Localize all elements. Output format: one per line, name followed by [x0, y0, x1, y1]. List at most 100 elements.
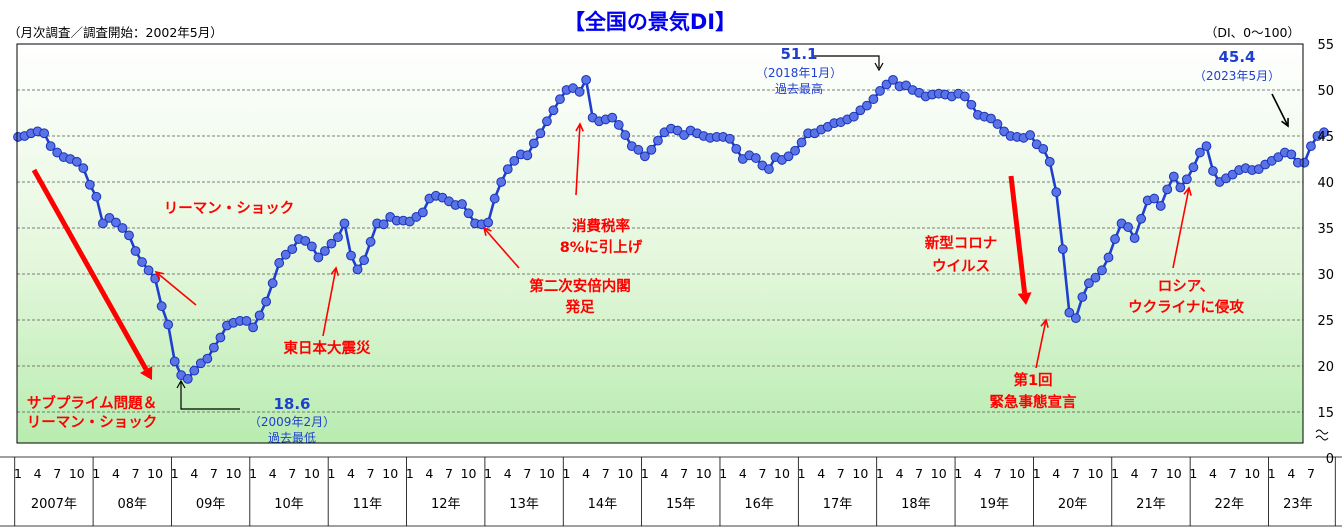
data-point [404, 216, 415, 227]
annotation-corona: ウイルス [932, 258, 990, 275]
data-point [1195, 147, 1205, 158]
data-point [91, 191, 102, 202]
data-point [209, 342, 219, 353]
data-point [796, 137, 807, 148]
month-tick-label: 4 [1287, 466, 1295, 481]
data-point [411, 212, 422, 222]
data-point [855, 105, 866, 116]
data-point [679, 130, 689, 140]
data-point [137, 257, 147, 267]
data-point [1299, 157, 1310, 168]
month-tick-label: 7 [1072, 466, 1080, 481]
data-point [417, 207, 428, 218]
data-point [359, 255, 369, 266]
data-point [1136, 213, 1147, 224]
annotation-high-date: （2018年1月） [756, 66, 842, 80]
annotation-emergency: 緊急事態宣言 [990, 393, 1077, 411]
month-tick-label: 4 [269, 466, 277, 481]
year-label: 09年 [196, 497, 226, 512]
year-label: 23年 [1283, 497, 1313, 512]
data-point [287, 244, 298, 255]
data-point [862, 100, 872, 111]
data-point [163, 319, 174, 330]
month-tick-label: 10 [1087, 466, 1103, 481]
data-point [901, 80, 911, 91]
unit-label: （DI、0～100） [1205, 25, 1300, 40]
data-point [999, 126, 1009, 137]
data-point [581, 74, 592, 85]
month-tick-label: 7 [915, 466, 923, 481]
month-tick-label: 1 [719, 466, 727, 481]
annotation-subprime: サブプライム問題＆ [27, 394, 157, 412]
year-label: 19年 [979, 497, 1009, 512]
data-point [509, 155, 520, 166]
month-tick-label: 1 [1111, 466, 1119, 481]
data-point [607, 112, 618, 123]
data-point [959, 91, 970, 102]
data-point [365, 236, 376, 247]
y-tick-label: 55 [1317, 38, 1334, 53]
data-point [320, 246, 330, 256]
month-tick-label: 4 [504, 466, 512, 481]
covid-drop-arrow-icon [1008, 175, 1032, 305]
year-label: 10年 [274, 497, 304, 512]
russia-pointer-icon [1172, 186, 1192, 269]
data-point [528, 138, 539, 149]
year-label: 11年 [353, 497, 383, 512]
data-point [1103, 252, 1114, 263]
data-point [267, 278, 278, 289]
data-point [143, 265, 154, 276]
data-point [724, 133, 735, 144]
data-point [1181, 174, 1192, 185]
y-tick-label: 40 [1317, 176, 1334, 191]
month-tick-label: 4 [112, 466, 120, 481]
y-tick-label: 30 [1317, 268, 1334, 283]
data-point [502, 164, 513, 175]
data-point [535, 128, 546, 139]
data-point [280, 249, 291, 260]
month-tick-label: 10 [539, 466, 555, 481]
annotation-abe: 発足 [565, 298, 595, 316]
month-tick-label: 1 [249, 466, 257, 481]
year-label: 22年 [1215, 497, 1245, 512]
data-point [169, 356, 180, 367]
data-point [646, 144, 657, 155]
data-point [639, 151, 650, 162]
data-point [39, 128, 50, 139]
month-tick-label: 1 [954, 466, 962, 481]
data-point [117, 223, 128, 233]
data-point [888, 74, 898, 85]
month-tick-label: 10 [382, 466, 398, 481]
data-point [555, 94, 565, 105]
data-point [633, 144, 644, 155]
month-tick-label: 7 [837, 466, 845, 481]
data-point [333, 232, 343, 243]
data-point [1149, 193, 1160, 204]
data-point [1097, 265, 1107, 276]
data-point [790, 145, 800, 156]
data-point [130, 246, 141, 256]
data-point [1286, 149, 1297, 160]
data-point [241, 316, 252, 326]
annotation-low-note: 過去最低 [268, 431, 316, 445]
month-tick-label: 7 [758, 466, 766, 481]
data-point [1162, 184, 1173, 195]
data-point [1084, 278, 1094, 289]
data-point [1201, 141, 1212, 152]
data-point [868, 94, 879, 105]
y-tick-label: 25 [1317, 314, 1334, 329]
data-point [156, 301, 167, 312]
month-tick-label: 4 [1052, 466, 1060, 481]
annotation-lehman: リーマン・ショック [164, 200, 295, 217]
month-tick-label: 7 [288, 466, 296, 481]
data-point [1227, 169, 1238, 180]
month-tick-label: 10 [147, 466, 163, 481]
month-tick-label: 10 [304, 466, 320, 481]
year-label: 21年 [1136, 497, 1166, 512]
axis-break-icon [1315, 429, 1329, 441]
annotation-low-date: （2009年2月） [249, 415, 335, 429]
annotation-pointers [154, 55, 1289, 410]
month-tick-label: 10 [1009, 466, 1025, 481]
data-point [1306, 141, 1316, 152]
emergency-pointer-icon [1035, 318, 1049, 369]
